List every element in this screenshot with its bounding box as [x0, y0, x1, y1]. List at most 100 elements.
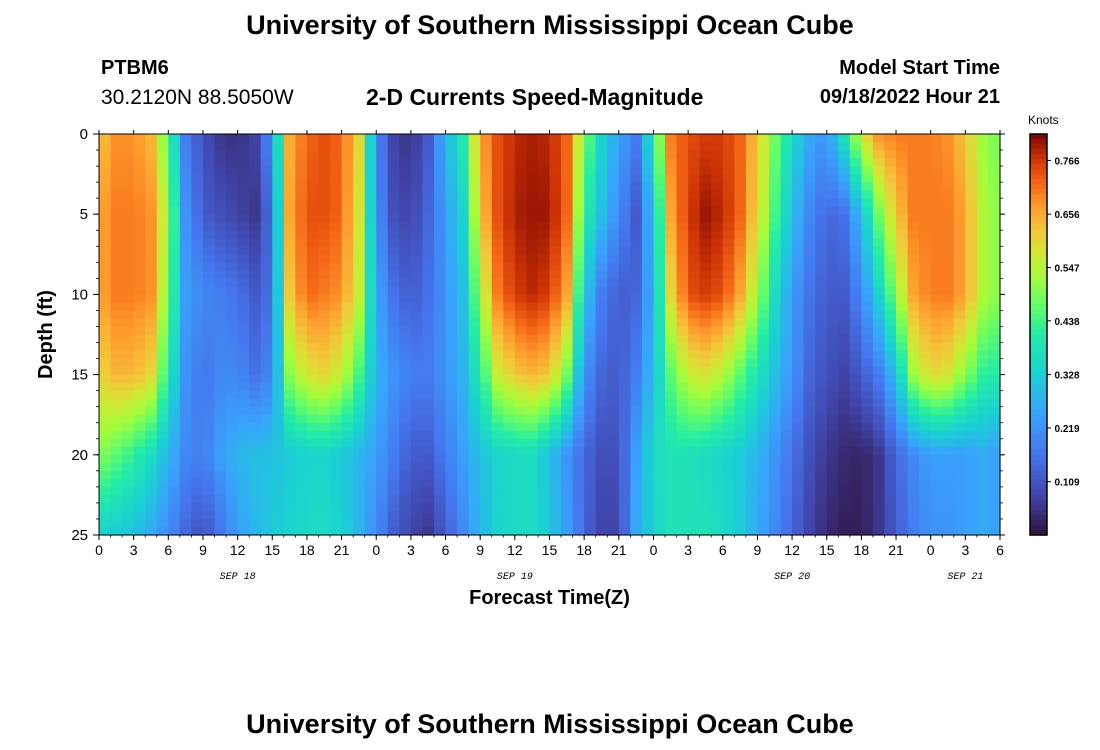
heatmap-cell	[433, 198, 447, 207]
heatmap-cell	[480, 142, 493, 151]
heatmap-cell	[422, 510, 435, 520]
heatmap-cell	[549, 398, 562, 408]
heatmap-cell	[595, 286, 608, 295]
heatmap-cell	[757, 350, 770, 360]
heatmap-cell	[99, 438, 112, 448]
heatmap-cell	[202, 230, 216, 239]
heatmap-cell	[156, 510, 169, 520]
heatmap-cell	[283, 422, 296, 432]
heatmap-cell	[318, 302, 331, 312]
heatmap-cell	[734, 502, 747, 512]
heatmap-cell	[410, 166, 424, 175]
heatmap-cell	[711, 398, 724, 408]
heatmap-cell	[457, 174, 470, 183]
heatmap-cell	[179, 334, 193, 344]
heatmap-cell	[792, 502, 805, 512]
heatmap-cell	[815, 318, 828, 328]
heatmap-cell	[734, 454, 747, 464]
heatmap-cell	[549, 414, 562, 424]
heatmap-cell	[468, 158, 481, 167]
heatmap-cell	[526, 294, 539, 304]
x-tick-label: 18	[854, 542, 870, 558]
heatmap-cell	[457, 398, 470, 408]
heatmap-cell	[110, 166, 123, 175]
heatmap-cell	[260, 406, 273, 416]
heatmap-cell	[156, 470, 169, 480]
heatmap-cell	[191, 470, 204, 480]
heatmap-cell	[803, 414, 816, 424]
heatmap-cell	[202, 510, 216, 520]
heatmap-cell	[272, 246, 285, 255]
heatmap-cell	[792, 422, 805, 432]
heatmap-cell	[468, 326, 481, 336]
heatmap-cell	[283, 510, 296, 520]
heatmap-cell	[272, 142, 285, 151]
heatmap-cell	[191, 406, 204, 416]
heatmap-cell	[237, 374, 250, 384]
heatmap-cell	[503, 462, 516, 472]
heatmap-cell	[260, 190, 273, 199]
heatmap-cell	[226, 262, 239, 271]
heatmap-cell	[480, 134, 493, 143]
heatmap-cell	[641, 214, 655, 223]
heatmap-cell	[376, 270, 389, 279]
heatmap-cell	[422, 174, 435, 183]
heatmap-cell	[653, 158, 666, 167]
heatmap-cell	[595, 294, 608, 304]
heatmap-cell	[537, 150, 551, 159]
heatmap-cell	[433, 422, 447, 432]
heatmap-cell	[330, 454, 343, 464]
heatmap-cell	[595, 246, 608, 255]
heatmap-cell	[457, 142, 470, 151]
heatmap-cell	[607, 502, 620, 512]
heatmap-cell	[919, 342, 932, 352]
heatmap-cell	[99, 206, 112, 215]
heatmap-cell	[849, 462, 862, 472]
heatmap-cell	[480, 438, 493, 448]
heatmap-cell	[757, 422, 770, 432]
heatmap-cell	[445, 158, 458, 167]
heatmap-cell	[110, 230, 123, 239]
heatmap-cell	[168, 262, 181, 271]
heatmap-cell	[145, 406, 158, 416]
heatmap-cell	[607, 374, 620, 384]
heatmap-cell	[757, 430, 770, 440]
heatmap-cell	[722, 262, 735, 271]
heatmap-cell	[780, 510, 793, 520]
x-tick-label: 12	[230, 542, 246, 558]
heatmap-cell	[191, 230, 204, 239]
heatmap-cell	[179, 302, 193, 312]
heatmap-cell	[249, 238, 262, 247]
heatmap-cell	[260, 430, 273, 440]
heatmap-cell	[156, 142, 169, 151]
heatmap-cell	[688, 302, 701, 312]
heatmap-cell	[283, 406, 296, 416]
heatmap-cell	[179, 462, 193, 472]
heatmap-cell	[792, 462, 805, 472]
heatmap-cell	[953, 174, 966, 183]
heatmap-cell	[387, 502, 400, 512]
heatmap-cell	[433, 318, 447, 328]
heatmap-cell	[133, 254, 146, 263]
heatmap-cell	[410, 350, 424, 360]
heatmap-cell	[514, 494, 527, 504]
heatmap-cell	[745, 310, 759, 320]
heatmap-cell	[260, 198, 273, 207]
heatmap-cell	[549, 246, 562, 255]
heatmap-cell	[110, 390, 123, 400]
heatmap-cell	[306, 510, 320, 520]
heatmap-cell	[884, 270, 897, 279]
heatmap-cell	[145, 390, 158, 400]
heatmap-cell	[988, 486, 1001, 496]
heatmap-cell	[838, 238, 851, 247]
heatmap-cell	[202, 190, 216, 199]
heatmap-cell	[572, 318, 585, 328]
heatmap-cell	[122, 174, 135, 183]
heatmap-cell	[537, 142, 551, 151]
heatmap-cell	[99, 446, 112, 456]
heatmap-cell	[422, 382, 435, 392]
heatmap-cell	[422, 286, 435, 295]
heatmap-cell	[607, 422, 620, 432]
heatmap-cell	[653, 310, 666, 320]
heatmap-cell	[942, 454, 955, 464]
